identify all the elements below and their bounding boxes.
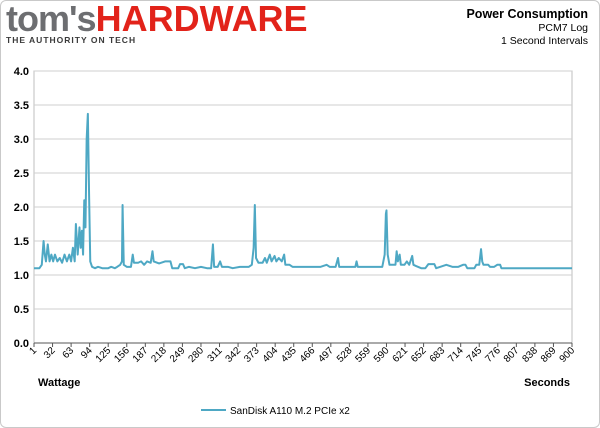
- y-axis-ticks: 0.0 0.5 1.0 1.5 2.0 2.5 3.0 3.5 4.0: [14, 66, 29, 350]
- chart-subtitle-log: PCM7 Log: [538, 22, 588, 34]
- x-tick-label: 342: [224, 345, 244, 365]
- x-tick-label: 869: [539, 345, 559, 365]
- brand-name-part2: HARDWARE: [95, 0, 308, 39]
- y-tick-label: 1.5: [14, 236, 29, 248]
- brand-name-part1: tom's: [6, 0, 97, 39]
- x-tick-label: 683: [428, 345, 448, 365]
- brand-tagline: THE AUTHORITY ON TECH: [6, 35, 137, 45]
- chart-title: Power Consumption: [466, 7, 588, 21]
- x-tick-label: 435: [279, 345, 299, 365]
- x-tick-label: 249: [168, 345, 188, 365]
- x-tick-label: 590: [372, 345, 392, 365]
- x-tick-label: 1: [27, 345, 39, 357]
- y-tick-label: 3.5: [14, 100, 29, 112]
- y-tick-label: 2.0: [14, 202, 29, 214]
- x-tick-label: 745: [465, 345, 485, 365]
- x-axis-label-wattage: Wattage: [38, 377, 80, 389]
- x-tick-label: 807: [502, 345, 522, 365]
- x-tick-label: 497: [316, 345, 336, 365]
- x-tick-label: 900: [558, 345, 578, 365]
- x-tick-label: 466: [298, 345, 318, 365]
- x-tick-label: 156: [112, 345, 132, 365]
- x-tick-label: 404: [261, 345, 281, 365]
- x-tick-label: 63: [61, 345, 77, 361]
- series-group: [34, 112, 572, 270]
- x-tick-label: 559: [353, 345, 373, 365]
- y-tick-label: 0.0: [14, 338, 29, 350]
- x-tick-label: 838: [520, 345, 540, 365]
- x-tick-label: 125: [94, 345, 114, 365]
- x-axis-label-seconds: Seconds: [524, 377, 570, 389]
- x-tick-label: 714: [446, 345, 466, 365]
- x-tick-label: 776: [483, 345, 503, 365]
- x-tick-label: 528: [335, 345, 355, 365]
- x-tick-label: 621: [391, 345, 411, 365]
- legend: SanDisk A110 M.2 PCIe x2: [201, 406, 350, 417]
- brand-logo: tom'sHARDWARE: [6, 0, 308, 38]
- x-tick-label: 94: [79, 345, 95, 361]
- x-tick-label: 280: [187, 345, 207, 365]
- x-tick-label: 32: [42, 345, 58, 361]
- legend-label: SanDisk A110 M.2 PCIe x2: [230, 406, 350, 417]
- y-tick-label: 1.0: [14, 270, 29, 282]
- chart-subtitle-interval: 1 Second Intervals: [501, 35, 588, 47]
- series-line-0: [34, 112, 572, 270]
- x-tick-label: 187: [131, 345, 151, 365]
- y-tick-label: 3.0: [14, 134, 29, 146]
- y-tick-label: 0.5: [14, 304, 29, 316]
- x-tick-label: 652: [409, 345, 429, 365]
- gridlines: [34, 70, 572, 310]
- x-tick-label: 218: [149, 345, 169, 365]
- y-tick-label: 2.5: [14, 168, 29, 180]
- x-tick-label: 373: [242, 345, 262, 365]
- x-tick-label: 311: [206, 345, 225, 364]
- chart-title-block: Power Consumption PCM7 Log 1 Second Inte…: [466, 6, 588, 48]
- y-tick-label: 4.0: [14, 66, 29, 78]
